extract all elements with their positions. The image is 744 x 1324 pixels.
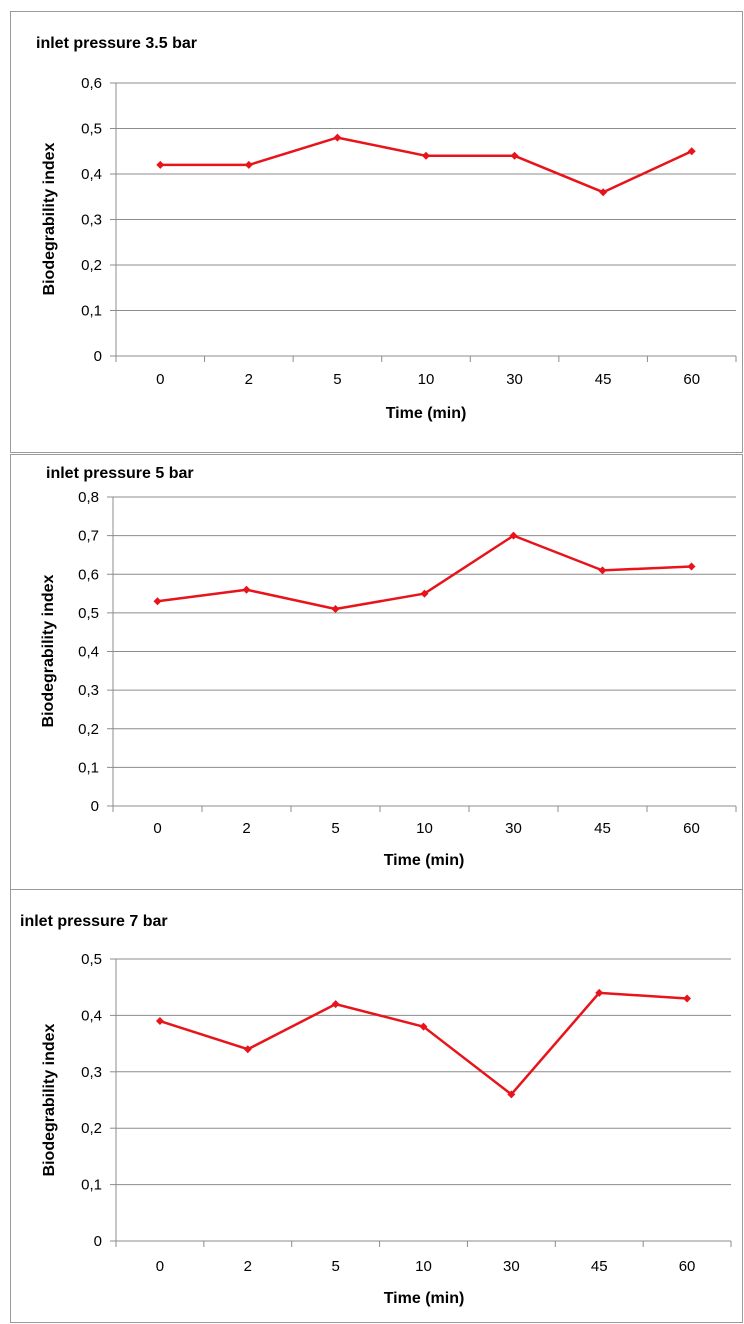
x-axis-label: Time (min) [386, 405, 467, 422]
chart-panel-1: inlet pressure 3.5 bar 0 0,1 0,2 0,3 0,4 0,5 0… [10, 11, 743, 453]
x-tick-label: 45 [591, 1258, 608, 1275]
y-tick-label: 0,2 [81, 257, 102, 274]
data-point [243, 1045, 252, 1054]
y-tick-label: 0,5 [81, 121, 102, 138]
series-line [159, 991, 688, 1096]
y-tick-label: 0 [94, 348, 102, 365]
y-tick-label: 0,3 [78, 682, 99, 699]
data-point [242, 585, 251, 594]
data-point [510, 151, 519, 160]
x-tick-label: 2 [242, 820, 250, 837]
data-point [420, 589, 429, 598]
chart-1: inlet pressure 3.5 bar 00,10,20,30,40,50… [36, 35, 737, 422]
x-tick-label: 0 [156, 371, 164, 388]
data-point [156, 160, 165, 169]
x-tick-label: 30 [505, 820, 522, 837]
data-point [687, 147, 696, 156]
data-point [595, 988, 604, 997]
y-tick-label: 0,4 [81, 166, 102, 183]
y-tick-label: 0,5 [81, 951, 102, 968]
x-axis-label: Time (min) [384, 1290, 465, 1307]
y-tick-label: 0,6 [81, 75, 102, 92]
x-tick-label: 60 [683, 371, 700, 388]
x-tick-label: 5 [331, 820, 339, 837]
series-line [157, 534, 692, 611]
x-tick-label: 60 [679, 1258, 696, 1275]
data-point [507, 1090, 516, 1099]
x-tick-label: 2 [244, 1258, 252, 1275]
x-tick-label: 30 [503, 1258, 520, 1275]
data-point [422, 151, 430, 160]
x-tick-label: 0 [156, 1258, 164, 1275]
y-tick-label: 0,2 [78, 721, 99, 738]
chart-3: inlet pressure 7 bar 0 0,1 0,2 0,3 0,4 0,5 0 2 5… [20, 913, 732, 1307]
data-point [683, 994, 692, 1003]
x-tick-label: 45 [595, 371, 612, 388]
y-axis-label: Biodegrability index [41, 1023, 58, 1176]
data-point [331, 605, 340, 614]
x-tick-label: 5 [333, 371, 341, 388]
plot-area: 0 0,1 0,2 0,3 0,4 0,5 0 2 5 10 30 45 60 [81, 951, 732, 1275]
y-tick-label: 0,1 [78, 759, 99, 776]
data-point [244, 160, 253, 169]
y-tick-label: 0,8 [78, 489, 99, 506]
chart-panel-2: inlet pressure 5 bar 0 0,1 0,2 0,3 0,4 0,5 0,6… [10, 454, 743, 890]
x-tick-label: 2 [245, 371, 253, 388]
y-tick-label: 0,7 [78, 528, 99, 545]
chart-title: inlet pressure 3.5 bar [36, 35, 197, 52]
y-tick-label: 0,4 [78, 644, 99, 661]
plot-area: 0 0,1 0,2 0,3 0,4 0,5 0,6 0 2 5 10 30 45 60 [81, 75, 737, 388]
y-tick-label: 0,1 [81, 303, 102, 320]
x-tick-label: 45 [594, 820, 611, 837]
x-tick-label: 10 [416, 820, 433, 837]
data-point [419, 1022, 428, 1031]
x-axis-label: Time (min) [384, 852, 465, 869]
x-tick-label: 30 [506, 371, 523, 388]
y-tick-label: 0,5 [78, 605, 99, 622]
x-tick-label: 10 [415, 1258, 432, 1275]
y-tick-label: 0,1 [81, 1177, 102, 1194]
series-line [160, 136, 693, 194]
y-tick-label: 0 [94, 1233, 102, 1250]
data-point [331, 1000, 340, 1009]
y-tick-label: 0,4 [81, 1007, 102, 1024]
y-tick-label: 0,3 [81, 212, 102, 229]
y-tick-label: 0,6 [78, 566, 99, 583]
x-tick-label: 5 [331, 1258, 339, 1275]
y-tick-label: 0,3 [81, 1064, 102, 1081]
chart-2: inlet pressure 5 bar 0 0,1 0,2 0,3 0,4 0,5 0,6… [40, 465, 737, 869]
plot-area: 0 0,1 0,2 0,3 0,4 0,5 0,6 0,7 0,8 0 2 5 10 30 45 60 [78, 489, 737, 837]
x-tick-label: 60 [683, 820, 700, 837]
data-point [509, 531, 518, 540]
data-point [598, 566, 607, 575]
chart-title: inlet pressure 7 bar [20, 913, 168, 930]
y-axis-label: Biodegrability index [40, 574, 57, 727]
data-point [153, 597, 162, 606]
x-tick-label: 10 [418, 371, 435, 388]
y-tick-label: 0 [91, 798, 99, 815]
data-point [687, 562, 696, 571]
y-axis-label: Biodegrability index [41, 142, 58, 295]
x-tick-label: 0 [153, 820, 161, 837]
data-point [333, 133, 342, 142]
data-point [599, 188, 608, 197]
y-tick-label: 0,2 [81, 1120, 102, 1137]
chart-panel-3: inlet pressure 7 bar 0 0,1 0,2 0,3 0,4 0,5 0 2 5… [10, 889, 743, 1323]
chart-title: inlet pressure 5 bar [46, 465, 194, 482]
data-point [155, 1017, 164, 1026]
